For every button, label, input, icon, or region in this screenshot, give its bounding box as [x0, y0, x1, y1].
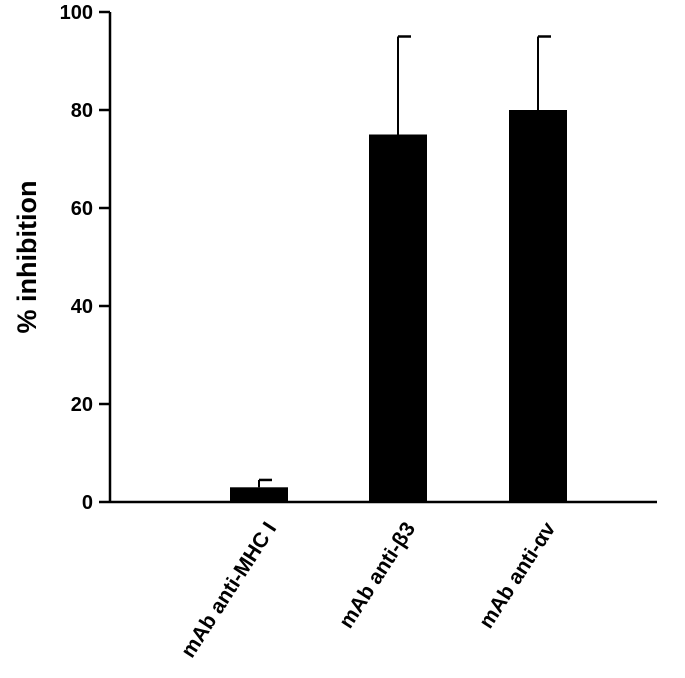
y-tick-label: 20	[71, 394, 93, 416]
y-tick-label: 100	[60, 2, 93, 24]
y-tick-label: 0	[82, 492, 93, 514]
error-bars	[258, 35, 551, 488]
bar	[509, 110, 567, 502]
x-category-label: mAb anti-MHC I	[177, 518, 281, 662]
y-axis-ticks: 0 20 40 60 80 100	[60, 2, 110, 514]
bars	[230, 110, 567, 502]
bar	[230, 487, 288, 502]
x-category-label: mAb anti-αv	[475, 518, 561, 633]
x-axis-category-labels: mAb anti-MHC I mAb anti-β3 mAb anti-αv	[177, 518, 561, 662]
y-tick-label: 60	[71, 198, 93, 220]
y-tick-label: 80	[71, 100, 93, 122]
y-tick-label: 40	[71, 296, 93, 318]
x-category-label: mAb anti-β3	[335, 518, 420, 632]
bar	[369, 134, 427, 502]
y-axis-title: % inhibition	[12, 181, 42, 334]
